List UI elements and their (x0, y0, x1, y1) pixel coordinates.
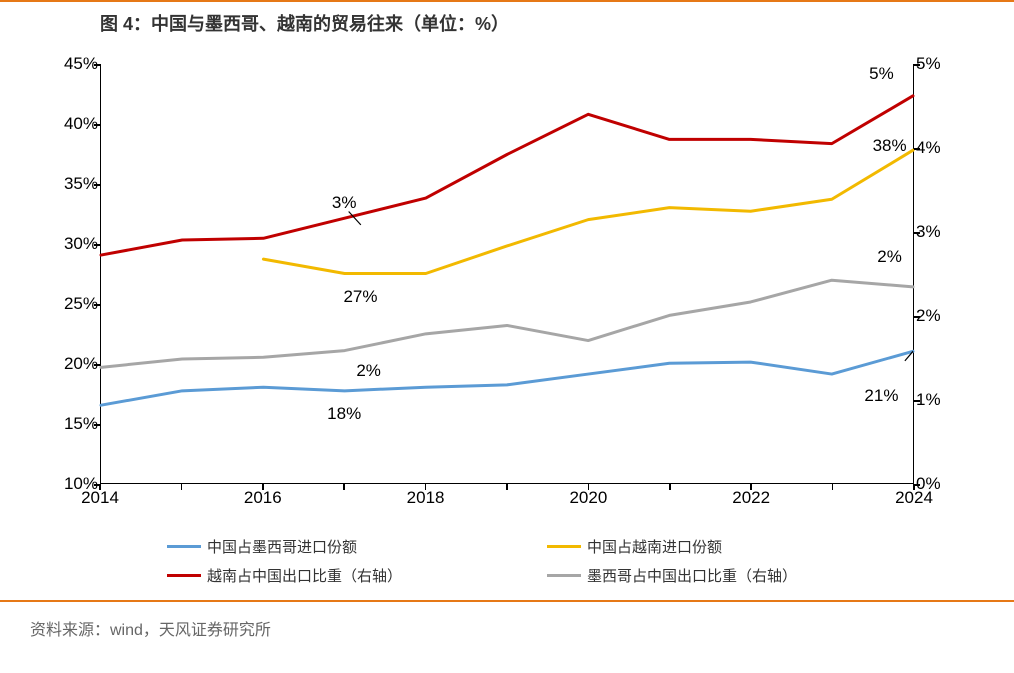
x-tick (99, 484, 101, 490)
x-tick (262, 484, 264, 490)
series-line (101, 96, 913, 255)
data-label: 27% (343, 287, 377, 307)
legend-item: 中国占墨西哥进口份额 (167, 536, 467, 557)
y-left-tick (94, 124, 100, 126)
series-line (101, 280, 913, 367)
x-tick (425, 484, 427, 490)
y-right-tick (914, 400, 920, 402)
legend-item: 越南占中国出口比重（右轴） (167, 565, 467, 586)
x-tick-label: 2024 (895, 488, 933, 508)
x-tick (913, 484, 915, 490)
x-tick (181, 484, 183, 490)
y-right-tick-label: 4% (916, 138, 966, 158)
y-left-tick (94, 364, 100, 366)
legend-item: 中国占越南进口份额 (547, 536, 847, 557)
x-tick-label: 2018 (407, 488, 445, 508)
legend: 中国占墨西哥进口份额 中国占越南进口份额越南占中国出口比重（右轴） 墨西哥占中国出口… (0, 524, 1014, 602)
chart-title: 图 4：中国与墨西哥、越南的贸易往来（单位：%） (0, 0, 1014, 44)
data-label: 38% (873, 136, 907, 156)
x-tick (750, 484, 752, 490)
x-tick (832, 484, 834, 490)
y-left-tick (94, 424, 100, 426)
y-left-tick-label: 25% (48, 294, 98, 314)
x-tick (588, 484, 590, 490)
y-left-tick-label: 45% (48, 54, 98, 74)
y-left-tick (94, 304, 100, 306)
data-label: 2% (356, 361, 381, 381)
x-tick (669, 484, 671, 490)
y-left-tick-label: 15% (48, 414, 98, 434)
y-left-tick-label: 30% (48, 234, 98, 254)
x-tick-label: 2020 (569, 488, 607, 508)
y-right-tick-label: 5% (916, 54, 966, 74)
y-right-tick-label: 2% (916, 306, 966, 326)
data-label: 5% (869, 64, 894, 84)
plot-region (100, 64, 914, 484)
legend-label: 越南占中国出口比重（右轴） (207, 565, 402, 586)
y-right-tick (914, 484, 920, 486)
data-label: 3% (332, 193, 357, 213)
data-label: 2% (877, 247, 902, 267)
data-label: 18% (327, 404, 361, 424)
legend-label: 中国占墨西哥进口份额 (207, 536, 357, 557)
y-left-tick (94, 244, 100, 246)
y-right-tick (914, 316, 920, 318)
y-right-tick-label: 3% (916, 222, 966, 242)
x-tick-label: 2022 (732, 488, 770, 508)
legend-swatch (167, 574, 201, 577)
legend-swatch (547, 574, 581, 577)
y-left-tick-label: 35% (48, 174, 98, 194)
legend-label: 墨西哥占中国出口比重（右轴） (587, 565, 797, 586)
y-right-tick (914, 64, 920, 66)
y-right-tick (914, 232, 920, 234)
figure-container: 图 4：中国与墨西哥、越南的贸易往来（单位：%） 10%15%20%25%30%… (0, 0, 1014, 673)
series-line (263, 150, 913, 273)
legend-item: 墨西哥占中国出口比重（右轴） (547, 565, 847, 586)
x-tick-label: 2016 (244, 488, 282, 508)
y-left-tick-label: 40% (48, 114, 98, 134)
data-label: 21% (864, 386, 898, 406)
x-tick-label: 2014 (81, 488, 119, 508)
legend-swatch (167, 545, 201, 548)
chart-area: 10%15%20%25%30%35%40%45%0%1%2%3%4%5%2014… (40, 54, 974, 524)
y-right-tick-label: 1% (916, 390, 966, 410)
y-left-tick (94, 64, 100, 66)
y-left-tick (94, 184, 100, 186)
legend-label: 中国占越南进口份额 (587, 536, 722, 557)
source-text: 资料来源：wind，天风证券研究所 (0, 602, 1014, 640)
chart-lines-svg (101, 64, 913, 483)
y-left-tick-label: 20% (48, 354, 98, 374)
legend-swatch (547, 545, 581, 548)
y-right-tick (914, 148, 920, 150)
x-tick (343, 484, 345, 490)
x-tick (506, 484, 508, 490)
